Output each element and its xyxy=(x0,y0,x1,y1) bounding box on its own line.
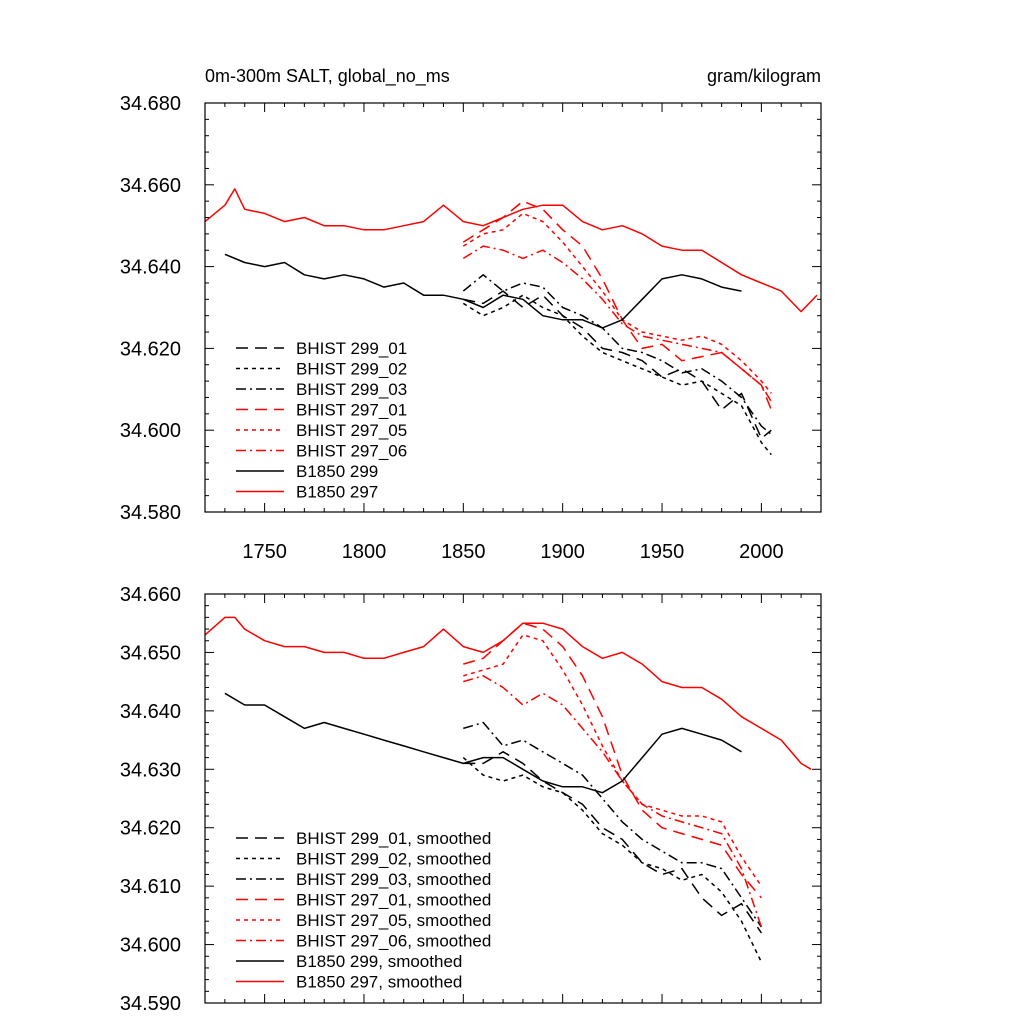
x-tick-label: 1850 xyxy=(441,541,486,563)
y-tick-label: 34.630 xyxy=(120,759,181,781)
series-line-0-2 xyxy=(462,274,772,435)
x-tick-label: 2000 xyxy=(739,541,784,563)
series-line-0-5 xyxy=(462,245,772,402)
chart-title-right: gram/kilogram xyxy=(707,66,821,86)
legend-label: BHIST 297_05, smoothed xyxy=(296,911,491,930)
legend-label: BHIST 299_02, smoothed xyxy=(296,850,491,869)
legend-label: B1850 299 xyxy=(296,462,378,481)
legend-label: BHIST 297_01 xyxy=(296,401,407,420)
y-tick-label: 34.600 xyxy=(120,420,181,442)
y-tick-label: 34.660 xyxy=(120,175,181,197)
y-tick-label: 34.660 xyxy=(120,584,181,606)
legend-label: BHIST 299_01 xyxy=(296,339,407,358)
y-tick-label: 34.680 xyxy=(120,93,181,115)
legend-label: B1850 297, smoothed xyxy=(296,973,462,992)
series-line-1-1 xyxy=(462,757,763,963)
y-tick-label: 34.620 xyxy=(120,338,181,360)
legend-label: BHIST 297_01, smoothed xyxy=(296,891,491,910)
series-line-1-6 xyxy=(224,692,742,794)
y-tick-label: 34.590 xyxy=(120,993,181,1015)
x-tick-label: 1800 xyxy=(342,541,387,563)
series-line-1-7 xyxy=(204,616,812,770)
x-tick-label: 1950 xyxy=(640,541,685,563)
legend-label: BHIST 297_06 xyxy=(296,442,407,461)
plot-frame-1 xyxy=(204,593,822,1004)
series-line-0-6 xyxy=(224,253,742,329)
series-line-1-5 xyxy=(463,675,763,928)
plot-frame-0 xyxy=(204,102,822,513)
bottom-panel: 34.590 34.600 34.610 34.620 34.630 34.640 34.6… xyxy=(120,584,822,1015)
legend-label: BHIST 299_02 xyxy=(296,360,407,379)
y-tick-label: 34.640 xyxy=(120,257,181,279)
x-tick-label: 1750 xyxy=(242,541,287,563)
series-line-0-3 xyxy=(462,200,772,411)
x-tick-label: 1900 xyxy=(540,541,585,563)
y-tick-label: 34.650 xyxy=(120,642,181,664)
series-line-0-7 xyxy=(204,188,818,313)
y-tick-label: 34.600 xyxy=(120,935,181,957)
series-line-1-0 xyxy=(463,751,763,934)
legend-label: B1850 297 xyxy=(296,483,378,502)
y-tick-label: 34.610 xyxy=(120,876,181,898)
legend-label: BHIST 297_05 xyxy=(296,421,407,440)
series-line-1-4 xyxy=(463,634,763,887)
top-panel: 1750 1800 1850 1900 1950 2000 34.580 34.600 34.6… xyxy=(120,93,822,563)
series-line-0-1 xyxy=(462,294,772,456)
series-line-0-4 xyxy=(462,212,772,394)
series-line-0-0 xyxy=(463,290,772,440)
legend-label: BHIST 299_01, smoothed xyxy=(296,829,491,848)
legend-label: B1850 299, smoothed xyxy=(296,952,462,971)
y-tick-label: 34.640 xyxy=(120,701,181,723)
legend-label: BHIST 299_03 xyxy=(296,380,407,399)
chart-title-left: 0m-300m SALT, global_no_ms xyxy=(205,66,450,87)
legend-label: BHIST 297_06, smoothed xyxy=(296,932,491,951)
series-line-1-2 xyxy=(463,721,763,928)
legend-label: BHIST 299_03, smoothed xyxy=(296,870,491,889)
y-tick-label: 34.580 xyxy=(120,502,181,524)
y-tick-label: 34.620 xyxy=(120,818,181,840)
